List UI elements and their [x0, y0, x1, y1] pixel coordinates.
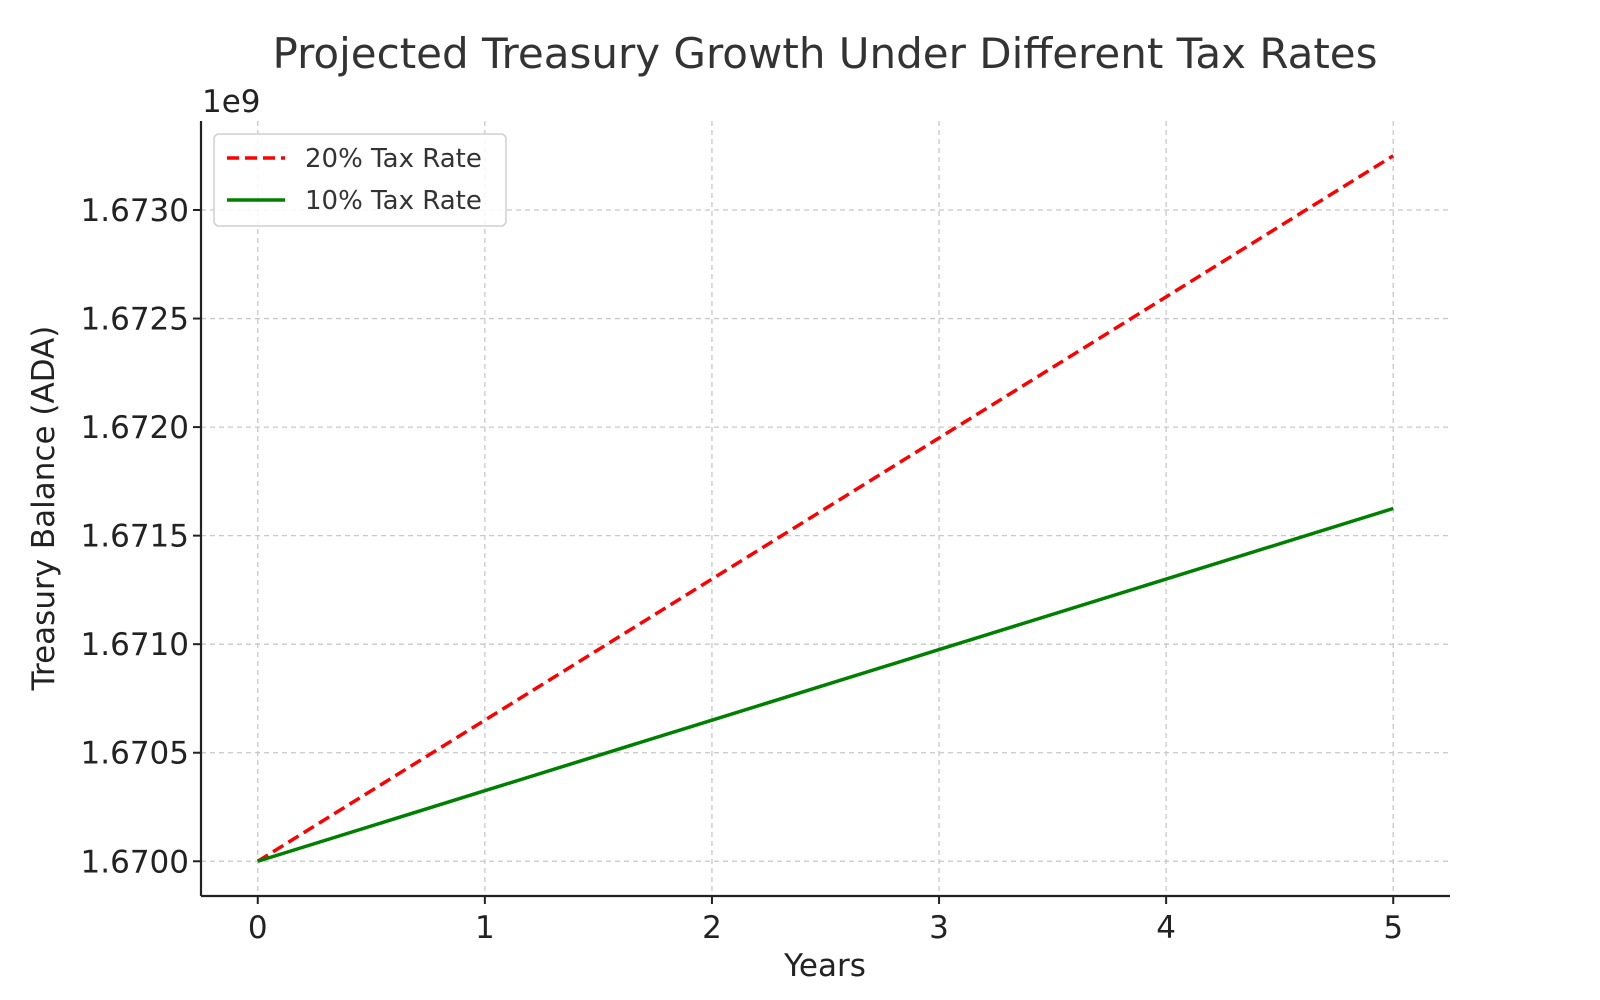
axis-ticks: 0 1 2 3 4 5 1.6700 1.6705 1.6710 1.6715 1.6720 1.67… — [81, 193, 1404, 946]
x-axis-label: Years — [783, 948, 866, 984]
y-axis-label: Treasury Balance (ADA) — [26, 326, 62, 692]
y-axis-offset-label: 1e9 — [202, 84, 261, 120]
y-tick-label: 1.6715 — [81, 519, 189, 555]
legend-frame — [213, 133, 507, 227]
y-tick-label: 1.6700 — [81, 844, 189, 880]
x-tick-label: 5 — [1383, 910, 1403, 946]
chart-title: Projected Treasury Growth Under Differen… — [272, 29, 1377, 78]
y-tick-label: 1.6730 — [81, 193, 189, 229]
legend-label-10-percent: 10% Tax Rate — [305, 186, 482, 216]
x-tick-label: 3 — [929, 910, 949, 946]
x-tick-label: 1 — [475, 910, 495, 946]
y-tick-label: 1.6725 — [81, 302, 189, 338]
legend-label-20-percent: 20% Tax Rate — [305, 144, 482, 174]
y-tick-label: 1.6705 — [81, 736, 189, 772]
y-tick-label: 1.6710 — [81, 627, 189, 663]
series-line-10-tax-rate — [257, 506, 1394, 863]
x-tick-label: 2 — [702, 910, 722, 946]
plot-series — [256, 154, 1395, 863]
y-tick-label: 1.6720 — [81, 410, 189, 446]
x-tick-label: 4 — [1156, 910, 1176, 946]
series-line-20-tax-rate — [256, 154, 1395, 863]
x-tick-label: 0 — [248, 910, 268, 946]
legend: 20% Tax Rate 10% Tax Rate — [213, 133, 507, 227]
grid — [201, 121, 1450, 896]
